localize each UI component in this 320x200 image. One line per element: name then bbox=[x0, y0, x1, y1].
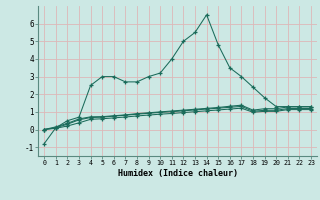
X-axis label: Humidex (Indice chaleur): Humidex (Indice chaleur) bbox=[118, 169, 238, 178]
